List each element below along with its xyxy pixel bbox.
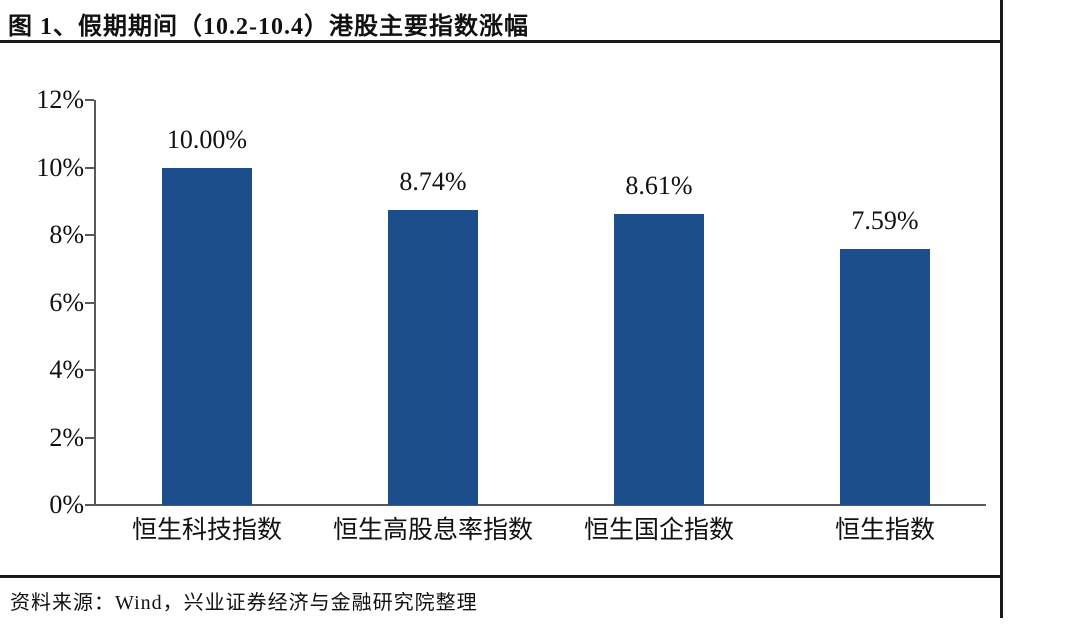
title-underline [0,40,1002,43]
x-axis-category-label: 恒生高股息率指数 [332,517,533,544]
x-axis-category-label: 恒生指数 [834,517,935,544]
bar-恒生科技指数 [162,167,252,505]
y-axis-tick [85,166,94,169]
y-axis-tick [85,234,94,236]
data-source-note: 资料来源：Wind，兴业证券经济与金融研究院整理 [10,592,478,614]
y-axis-line [94,100,96,505]
y-axis-tick [85,369,94,371]
bar-value-label: 7.59% [851,205,919,235]
y-axis-tick-label: 2% [49,422,84,452]
bar-value-label: 10.00% [166,124,248,154]
y-axis-tick-label: 8% [49,220,84,249]
y-axis-tick-label: 10% [36,152,84,182]
y-axis-tick-label: 12% [36,85,84,114]
y-axis-tick [85,99,94,101]
y-axis-tick-label: 4% [49,355,84,384]
x-axis-category-label: 恒生科技指数 [131,517,282,544]
bar-恒生高股息率指数 [388,210,478,505]
y-axis-tick-label: 6% [49,287,84,317]
chart-title: 图 1、假期期间（10.2-10.4）港股主要指数涨幅 [8,14,529,40]
x-axis-line [94,504,986,506]
footer-divider [0,575,1002,578]
y-axis-tick [85,436,94,439]
bar-value-label: 8.74% [399,167,467,197]
page-column-divider [1000,0,1003,618]
bar-恒生国企指数 [614,214,704,505]
bar-value-label: 8.61% [625,171,693,201]
y-axis-tick [85,504,94,506]
x-axis-category-label: 恒生国企指数 [583,517,734,544]
y-axis-tick [85,301,94,304]
bar-恒生指数 [840,248,930,505]
y-axis-tick-label: 0% [49,490,84,519]
